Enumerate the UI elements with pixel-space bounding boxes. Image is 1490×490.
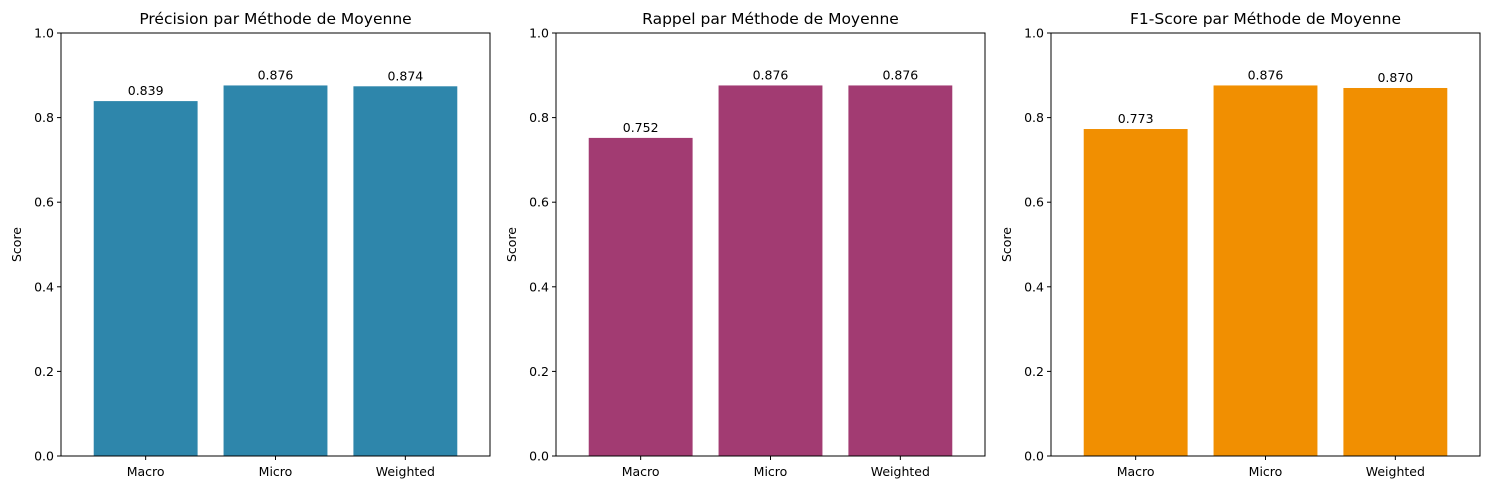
value-label: 0.876 [753, 67, 789, 82]
y-tick-label: 0.4 [34, 279, 54, 294]
y-axis-label: Score [504, 227, 519, 262]
chart-panel-1: 0.839 Macro 0.876 Micro 0.874 Weighted 0.0 0.2 0… [9, 10, 491, 479]
y-tick-label: 0.2 [529, 364, 549, 379]
y-tick-label: 1.0 [529, 26, 549, 41]
y-tick-label: 0.2 [1024, 364, 1044, 379]
axes-frame [1050, 32, 1481, 457]
chart-title: Précision par Méthode de Moyenne [139, 10, 411, 28]
y-tick-label: 0.8 [529, 110, 549, 125]
x-tick-label: Weighted [871, 464, 930, 479]
bar-macro [1083, 129, 1188, 456]
chart-title: Rappel par Méthode de Moyenne [642, 10, 899, 28]
value-label: 0.870 [1377, 70, 1413, 85]
x-tick-label: Macro [1117, 464, 1155, 479]
bar-micro [1213, 85, 1318, 456]
bar-micro [718, 85, 823, 456]
y-axis-label: Score [999, 227, 1014, 262]
value-label: 0.876 [258, 67, 294, 82]
x-tick-label: Macro [622, 464, 660, 479]
y-axis-label: Score [9, 227, 24, 262]
y-tick-label: 1.0 [34, 26, 54, 41]
y-tick-label: 0.4 [1024, 279, 1044, 294]
y-tick-label: 0.8 [1024, 110, 1044, 125]
y-tick-label: 0.6 [1024, 195, 1044, 210]
axes-frame [555, 32, 986, 457]
bar-weighted [1343, 87, 1448, 457]
value-label: 0.752 [623, 120, 659, 135]
y-tick-label: 0.2 [34, 364, 54, 379]
value-label: 0.839 [128, 83, 164, 98]
bar-weighted [848, 85, 953, 456]
y-tick-label: 0.6 [34, 195, 54, 210]
bar-macro [588, 137, 693, 456]
chart-panel-3: 0.773 Macro 0.876 Micro 0.870 Weighted 0.0 0.2 0… [999, 10, 1481, 479]
y-tick-label: 0.0 [529, 449, 549, 464]
x-tick-label: Macro [127, 464, 165, 479]
value-label: 0.874 [387, 68, 423, 83]
value-label: 0.773 [1118, 111, 1154, 126]
y-tick-label: 0.0 [34, 449, 54, 464]
x-tick-label: Micro [754, 464, 788, 479]
value-label: 0.876 [1248, 67, 1284, 82]
chart-panel-2: 0.752 Macro 0.876 Micro 0.876 Weighted 0.0 0.2 0… [504, 10, 986, 479]
y-tick-label: 0.0 [1024, 449, 1044, 464]
x-tick-label: Weighted [376, 464, 435, 479]
y-tick-label: 1.0 [1024, 26, 1044, 41]
y-tick-label: 0.6 [529, 195, 549, 210]
bar-weighted [353, 86, 458, 457]
y-tick-label: 0.4 [529, 279, 549, 294]
x-tick-label: Weighted [1366, 464, 1425, 479]
chart-title: F1-Score par Méthode de Moyenne [1130, 10, 1401, 28]
bar-macro [93, 101, 198, 456]
value-label: 0.876 [882, 67, 918, 82]
x-tick-label: Micro [259, 464, 293, 479]
axes-frame [60, 32, 491, 457]
bar-micro [223, 85, 328, 456]
x-tick-label: Micro [1249, 464, 1283, 479]
y-tick-label: 0.8 [34, 110, 54, 125]
